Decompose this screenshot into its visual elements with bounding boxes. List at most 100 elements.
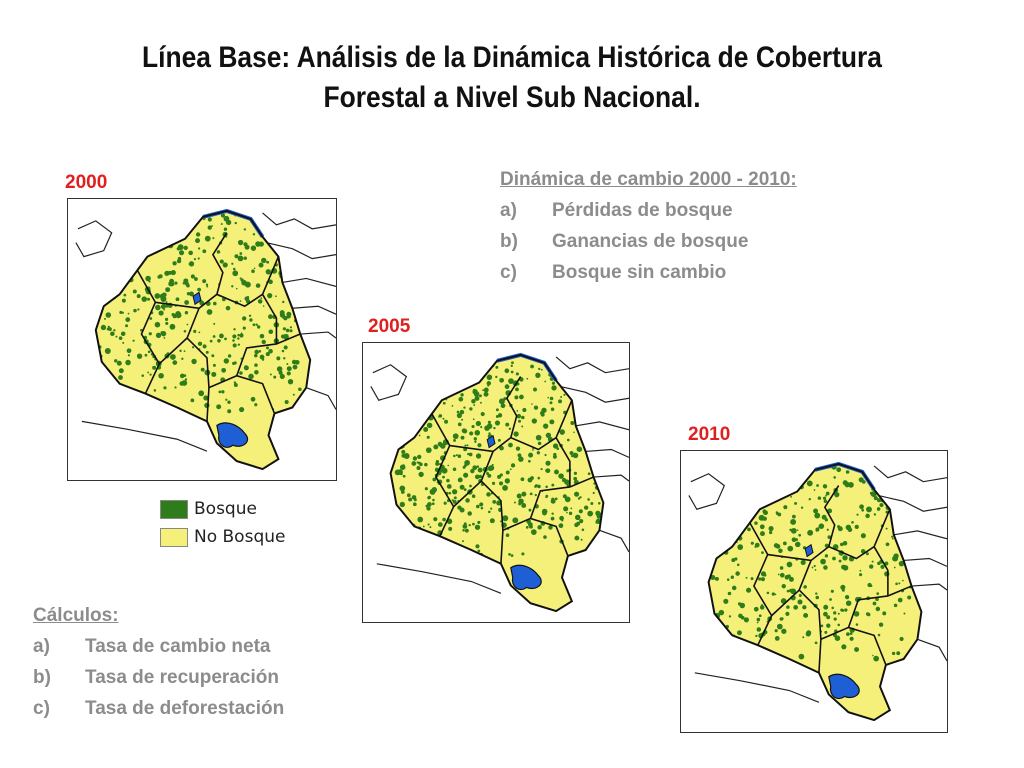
forest-patch xyxy=(472,522,475,526)
forest-patch xyxy=(289,329,293,333)
forest-patch xyxy=(462,428,468,434)
list-marker: a) xyxy=(500,200,517,221)
forest-patch xyxy=(762,516,767,521)
forest-patch xyxy=(127,354,131,357)
forest-patch xyxy=(499,377,504,383)
forest-patch xyxy=(778,548,783,554)
forest-patch xyxy=(114,385,120,392)
legend-item-bosque: Bosque xyxy=(160,495,285,523)
forest-patch xyxy=(117,216,123,223)
forest-patch xyxy=(754,492,758,496)
forest-patch xyxy=(516,409,519,412)
forest-patch xyxy=(759,524,765,530)
forest-patch xyxy=(504,368,510,374)
forest-patch xyxy=(475,544,480,549)
forest-patch xyxy=(564,496,571,503)
forest-patch xyxy=(280,234,286,240)
forest-patch xyxy=(107,378,112,382)
forest-patch xyxy=(775,511,779,515)
forest-patch xyxy=(466,444,469,447)
forest-patch xyxy=(726,481,731,487)
forest-patch xyxy=(468,523,471,527)
forest-patch xyxy=(916,548,921,552)
forest-patch xyxy=(165,321,169,326)
department-boundary-0 xyxy=(431,413,455,537)
neighbor-boundary-5 xyxy=(370,364,408,401)
forest-patch xyxy=(759,659,764,664)
forest-patch xyxy=(761,551,764,555)
forest-patch xyxy=(731,558,736,563)
map-year-2010-label: 2010 xyxy=(688,424,731,445)
forest-patch xyxy=(430,381,435,386)
forest-patch xyxy=(254,353,258,358)
list-item-text: Ganancias de bosque xyxy=(552,231,749,252)
forest-patch xyxy=(431,502,435,506)
forest-patch xyxy=(573,471,577,475)
forest-patch xyxy=(391,438,396,443)
forest-patch xyxy=(766,502,769,505)
forest-patch xyxy=(578,509,583,514)
forest-patch xyxy=(144,353,148,357)
forest-patch xyxy=(154,244,159,249)
forest-patch xyxy=(504,384,510,390)
forest-patch xyxy=(262,305,265,307)
forest-patch xyxy=(876,476,879,479)
forest-patch xyxy=(891,481,894,484)
forest-patch xyxy=(412,403,417,408)
forest-patch xyxy=(155,332,162,339)
forest-patch xyxy=(586,430,591,434)
forest-patch xyxy=(784,575,790,580)
forest-map-2005-canvas xyxy=(370,352,629,613)
forest-patch xyxy=(269,373,272,376)
forest-patch xyxy=(161,211,165,216)
forest-patch xyxy=(172,360,178,366)
forest-patch xyxy=(512,517,519,524)
forest-patch xyxy=(835,546,838,549)
forest-patch xyxy=(814,512,821,519)
forest-patch xyxy=(750,577,754,581)
forest-patch xyxy=(820,624,824,628)
forest-patch xyxy=(736,519,741,523)
forest-patch xyxy=(302,249,306,253)
forest-patch xyxy=(444,419,449,424)
forest-patch xyxy=(105,312,112,318)
forest-patch xyxy=(559,515,564,521)
forest-patch xyxy=(268,314,273,320)
forest-patch xyxy=(106,249,112,255)
forest-patch xyxy=(242,316,247,321)
forest-patch xyxy=(776,623,783,630)
forest-patch xyxy=(115,335,118,338)
forest-patch xyxy=(461,354,467,359)
forest-patch xyxy=(172,261,177,266)
forest-patch xyxy=(285,328,290,333)
forest-patch xyxy=(396,358,400,361)
forest-patch xyxy=(415,380,419,384)
forest-patch xyxy=(489,518,495,524)
forest-patch xyxy=(827,535,832,539)
forest-patch xyxy=(893,566,896,569)
forest-patch xyxy=(417,454,422,460)
forest-patch xyxy=(551,385,557,391)
forest-patch xyxy=(211,371,217,377)
forest-patch xyxy=(590,385,594,389)
forest-patch xyxy=(227,400,231,404)
forest-patch xyxy=(499,445,504,451)
forest-patch xyxy=(282,327,286,331)
forest-patch xyxy=(590,502,594,505)
forest-patch xyxy=(218,390,222,394)
forest-map-2010-canvas xyxy=(688,461,947,722)
forest-patch xyxy=(893,511,898,516)
forest-patch xyxy=(427,502,432,507)
forest-patch xyxy=(237,333,240,337)
forest-patch xyxy=(891,537,894,540)
department-boundary-3 xyxy=(823,485,840,547)
forest-patch xyxy=(487,473,492,478)
forest-patch xyxy=(781,584,785,588)
forest-patch xyxy=(289,326,293,329)
forest-patch xyxy=(478,474,483,479)
forest-patch xyxy=(487,420,491,424)
forest-patch xyxy=(844,594,850,600)
forest-patch xyxy=(794,541,801,548)
forest-patch xyxy=(292,272,295,275)
forest-patch xyxy=(109,222,114,227)
